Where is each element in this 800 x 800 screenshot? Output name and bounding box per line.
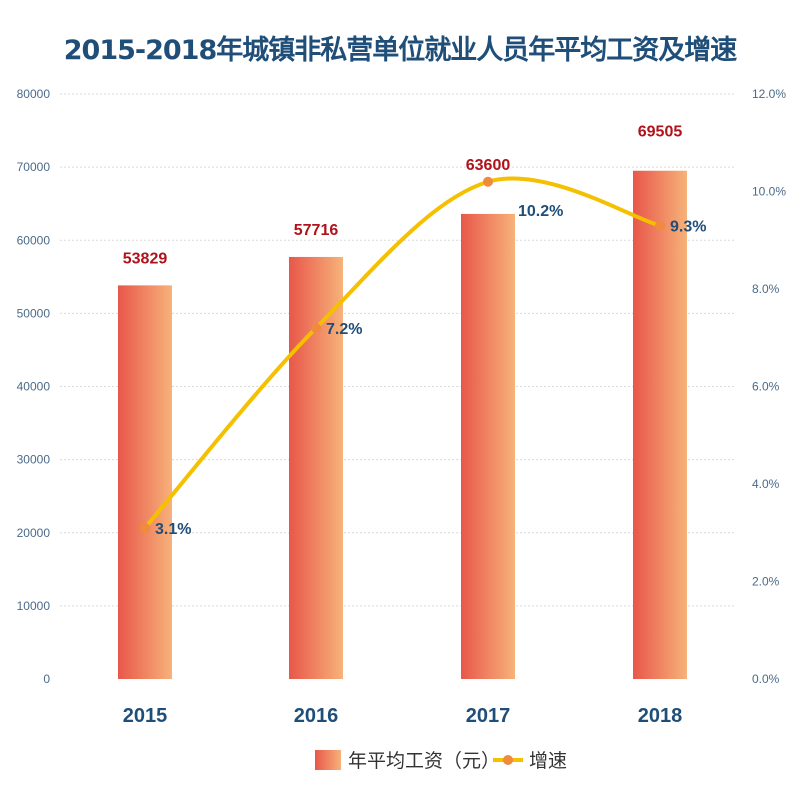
bar-data-label: 57716 xyxy=(294,222,339,239)
bar-data-label: 63600 xyxy=(466,157,511,174)
right-tick-label: 2.0% xyxy=(752,575,780,589)
left-tick-label: 30000 xyxy=(17,453,51,467)
legend-line-marker xyxy=(503,755,513,765)
left-tick-label: 60000 xyxy=(17,233,51,247)
x-tick-label: 2018 xyxy=(638,705,683,727)
chart-title: 2015-2018年城镇非私营单位就业人员年平均工资及增速 xyxy=(63,35,738,66)
x-tick-label: 2015 xyxy=(123,705,168,727)
growth-marker xyxy=(140,522,150,533)
legend-line-label: 增速 xyxy=(529,750,567,772)
right-tick-label: 4.0% xyxy=(752,477,780,491)
growth-line xyxy=(143,176,661,530)
left-tick-label: 70000 xyxy=(17,160,51,174)
left-tick-label: 80000 xyxy=(17,87,51,101)
right-tick-label: 0.0% xyxy=(752,672,780,686)
x-tick-label: 2017 xyxy=(466,705,511,727)
left-tick-label: 50000 xyxy=(17,306,51,320)
legend-bar-swatch xyxy=(315,750,341,770)
growth-marker xyxy=(483,176,493,187)
left-tick-label: 40000 xyxy=(17,380,51,394)
growth-data-label: 7.2% xyxy=(326,321,362,338)
right-tick-label: 8.0% xyxy=(752,282,780,296)
legend-bar-label: 年平均工资（元） xyxy=(348,750,500,772)
bar xyxy=(461,213,515,680)
bar-data-label: 53829 xyxy=(123,250,168,267)
left-tick-label: 0 xyxy=(43,672,50,686)
bar xyxy=(633,170,687,679)
right-tick-label: 6.0% xyxy=(752,380,780,394)
right-tick-label: 10.0% xyxy=(752,185,786,199)
bar xyxy=(118,285,172,679)
right-tick-label: 12.0% xyxy=(752,87,786,101)
growth-marker xyxy=(311,323,321,333)
growth-data-label: 9.3% xyxy=(670,219,706,236)
growth-data-label: 3.1% xyxy=(155,521,191,538)
growth-marker xyxy=(655,220,665,231)
x-tick-label: 2016 xyxy=(294,705,339,727)
growth-data-label: 10.2% xyxy=(518,203,563,220)
left-tick-label: 10000 xyxy=(17,599,51,613)
bar-data-label: 69505 xyxy=(638,124,683,141)
left-tick-label: 20000 xyxy=(17,526,51,540)
